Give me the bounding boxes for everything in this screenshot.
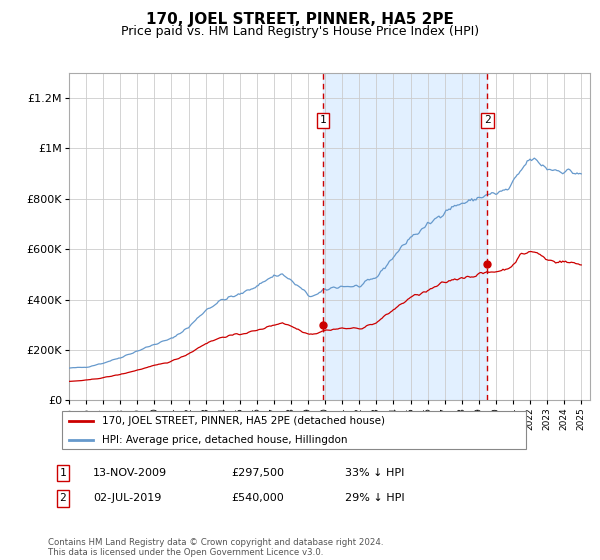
Text: 29% ↓ HPI: 29% ↓ HPI [345,493,404,503]
Text: HPI: Average price, detached house, Hillingdon: HPI: Average price, detached house, Hill… [102,435,347,445]
Text: 33% ↓ HPI: 33% ↓ HPI [345,468,404,478]
Text: 1: 1 [320,115,326,125]
Text: Price paid vs. HM Land Registry's House Price Index (HPI): Price paid vs. HM Land Registry's House … [121,25,479,38]
Bar [323,73,487,400]
Text: 02-JUL-2019: 02-JUL-2019 [93,493,161,503]
Text: Contains HM Land Registry data © Crown copyright and database right 2024.
This d: Contains HM Land Registry data © Crown c… [48,538,383,557]
Text: 1: 1 [59,468,67,478]
Text: £297,500: £297,500 [231,468,284,478]
Text: £540,000: £540,000 [231,493,284,503]
Text: 2: 2 [59,493,67,503]
FancyBboxPatch shape [62,411,526,449]
Text: 13-NOV-2009: 13-NOV-2009 [93,468,167,478]
Text: 170, JOEL STREET, PINNER, HA5 2PE: 170, JOEL STREET, PINNER, HA5 2PE [146,12,454,27]
Text: 2: 2 [484,115,491,125]
Text: 170, JOEL STREET, PINNER, HA5 2PE (detached house): 170, JOEL STREET, PINNER, HA5 2PE (detac… [102,416,385,426]
